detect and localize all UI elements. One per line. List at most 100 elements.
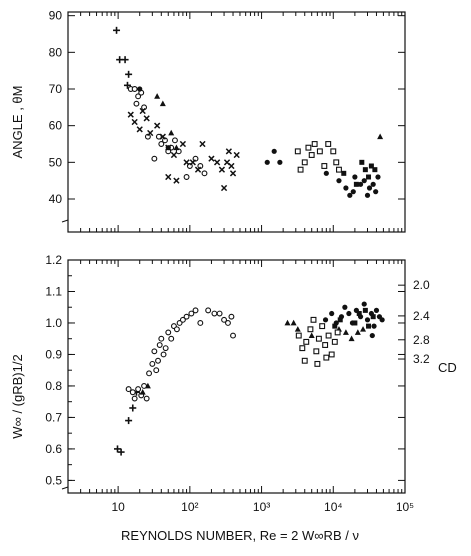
data-point-cross [199,140,206,148]
y2-tick-label: 3.2 [413,352,430,366]
data-point-plus [123,81,131,89]
data-point-open-square [295,332,302,339]
bottom-y-ticks: 0.5 0.6 0.7 0.8 0.9 1.0 1.1 1.2 [45,253,405,490]
data-point-cross [154,122,161,129]
data-point-open-circle [216,310,223,317]
data-point-open-square [311,141,318,147]
data-point-filled-triangle [294,326,301,332]
data-point-open-square [305,144,312,151]
data-point-open-circle [211,310,218,317]
bottom-data-marks [113,301,385,456]
y2-tick-label: 2.8 [413,333,430,347]
data-point-filled-square [352,320,358,326]
y-tick-label: 0.9 [45,347,62,361]
data-point-filled-triangle [284,319,291,326]
data-point-open-square [307,326,314,333]
data-point-cross [225,148,232,155]
data-point-filled-triangle [154,93,161,99]
data-point-plus [113,445,121,453]
data-point-filled-circle [379,317,385,323]
data-point-cross [183,159,190,166]
data-point-filled-circle [165,145,171,151]
y-tick-label: 60 [49,119,63,133]
data-point-filled-circle [264,159,270,165]
data-point-open-circle [172,137,178,144]
data-point-open-square [316,148,323,155]
data-point-filled-circle [361,301,367,307]
data-point-plus [129,404,137,412]
data-point-open-square [308,152,315,158]
bottom-panel: 0.5 0.6 0.7 0.8 0.9 1.0 1.1 1.2 2.0 2.4 2.8 3.2 10… [10,253,457,543]
data-point-filled-circle [373,307,380,313]
data-point-open-square [325,141,332,147]
data-point-plus [125,70,133,78]
data-point-open-circle [205,307,212,314]
data-point-open-circle [151,155,158,162]
data-point-cross [165,173,172,181]
y-tick-label: 50 [49,155,63,169]
data-point-open-square [334,329,341,336]
data-point-open-circle [151,348,158,355]
data-point-open-square [323,354,330,361]
data-point-filled-square [368,163,374,169]
data-point-open-circle [165,329,172,336]
bottom-y2-ticks: 2.0 2.4 2.8 3.2 [398,278,430,366]
data-point-cross [233,151,240,159]
y-tick-label: 0.8 [45,379,62,393]
data-point-filled-circle [369,332,375,339]
data-point-filled-circle [350,189,356,195]
y-tick-label: 1.2 [45,253,62,267]
top-panel: 40 50 60 70 80 90 ANGLE , θM [10,9,406,233]
data-point-open-circle [192,307,199,314]
data-point-filled-square [356,311,362,317]
data-point-filled-circle [364,317,371,323]
data-point-open-square [301,159,308,166]
data-point-open-square [299,345,306,352]
data-point-filled-square [372,167,378,173]
data-point-filled-circle [343,185,349,191]
data-point-open-circle [135,93,142,100]
data-point-filled-square [366,323,372,329]
data-point-open-circle [188,310,195,317]
data-point-open-square [330,148,337,155]
data-point-open-square [303,338,310,345]
y-tick-label: 0.6 [45,442,62,456]
top-x-ticks [67,12,406,232]
data-point-filled-circle [277,159,283,165]
y-tick-label: 80 [49,45,63,59]
data-point-open-circle [225,320,231,326]
data-point-filled-triangle [377,133,384,140]
y-tick-label: 1.1 [45,284,62,298]
data-point-open-circle [158,335,165,342]
data-point-filled-circle [366,185,373,191]
x-tick-label: 10 [111,500,125,514]
data-point-open-square [333,159,340,166]
data-point-filled-triangle [139,389,146,395]
data-point-filled-circle [329,310,335,317]
data-point-open-square [301,357,308,364]
y2-tick-label: 2.0 [413,278,430,292]
data-point-plus [125,417,133,425]
data-point-open-circle [168,335,175,342]
data-point-open-square [294,148,301,155]
data-point-plus [117,448,125,456]
top-data-marks [113,26,384,198]
data-point-filled-circle [364,192,371,198]
data-point-open-square [313,348,320,355]
data-point-open-circle [158,141,165,147]
data-point-filled-square [362,307,368,313]
data-point-cross [139,107,146,115]
data-point-filled-square [370,314,376,320]
data-point-open-circle [228,313,235,320]
data-point-open-circle [131,86,138,92]
data-point-filled-triangle [308,332,315,338]
data-point-open-square [314,360,321,367]
data-point-filled-triangle [144,382,151,389]
data-point-filled-triangle [168,129,175,136]
data-point-filled-triangle [342,329,349,335]
data-point-filled-circle [322,317,329,323]
data-point-open-circle [155,357,161,364]
data-point-filled-circle [336,178,342,184]
data-point-open-square [321,163,328,169]
data-point-open-circle [197,320,204,326]
